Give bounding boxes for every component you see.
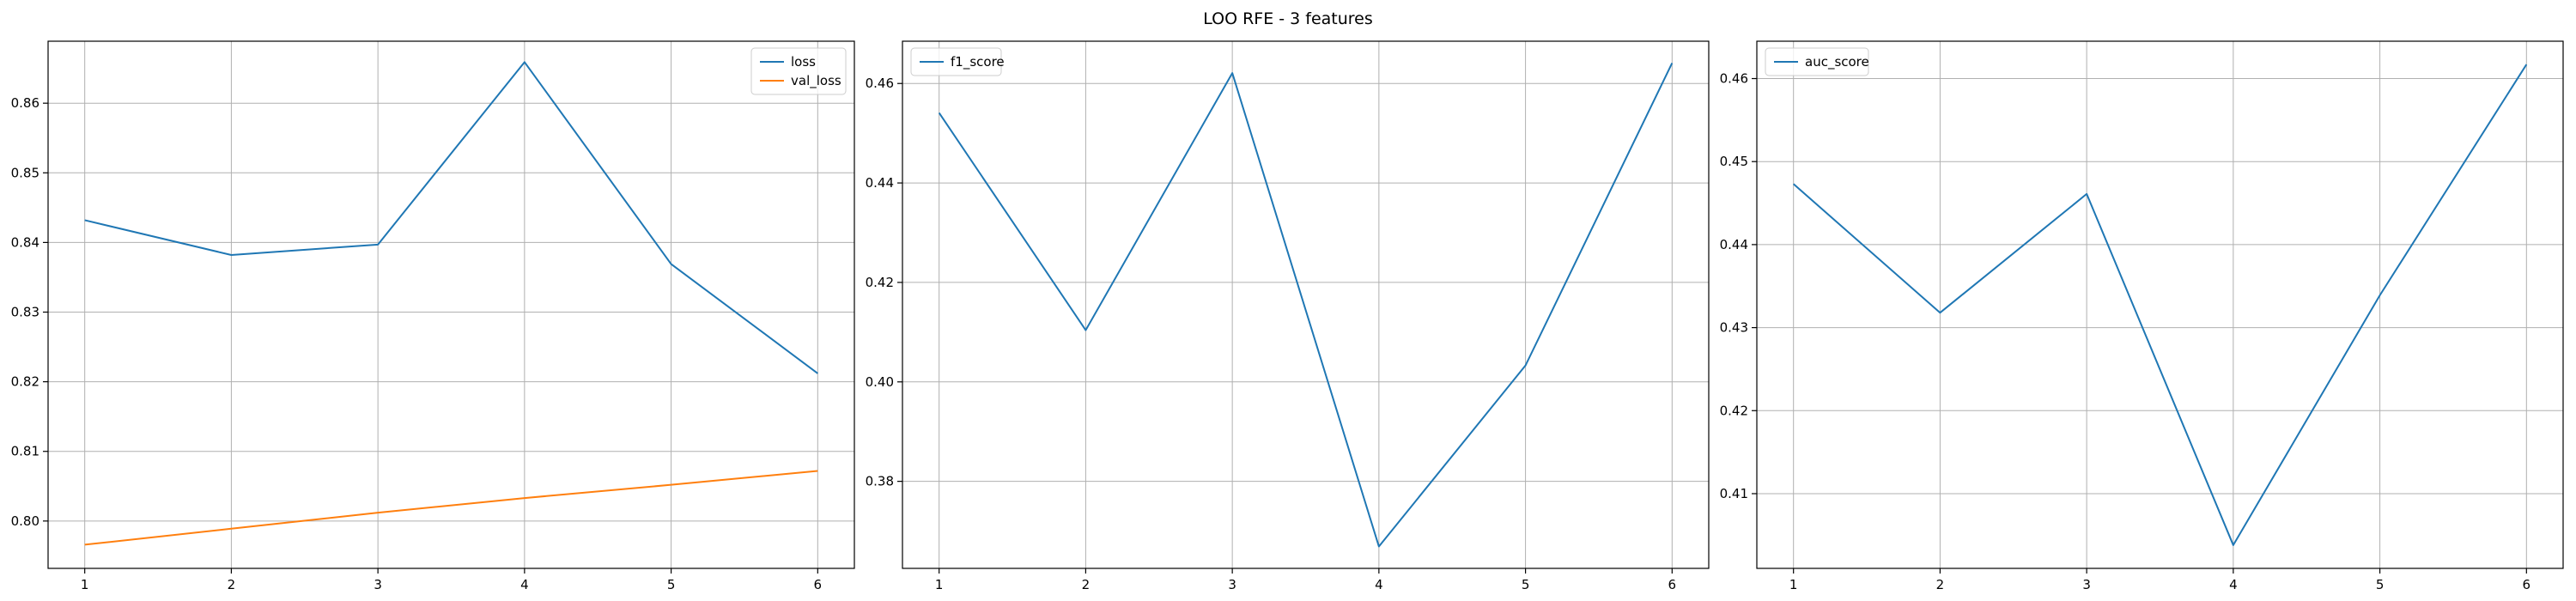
axes-frame bbox=[1756, 40, 2564, 569]
x-tick-label: 2 bbox=[1936, 577, 1945, 592]
y-tick-label: 0.43 bbox=[1720, 320, 1748, 336]
legend: loss val_loss bbox=[750, 47, 847, 95]
series-line-val-loss bbox=[84, 470, 818, 546]
y-tick-label: 0.85 bbox=[11, 165, 39, 180]
y-tick-label: 0.46 bbox=[1720, 71, 1748, 87]
x-tick-label: 6 bbox=[2523, 577, 2531, 592]
x-tick-label: 5 bbox=[667, 577, 676, 592]
x-tick-label: 4 bbox=[2229, 577, 2238, 592]
x-tick-label: 3 bbox=[2082, 577, 2091, 592]
y-tick-label: 0.44 bbox=[1720, 237, 1748, 252]
y-tick-label: 0.44 bbox=[866, 175, 894, 191]
series-line-loss bbox=[84, 61, 818, 374]
x-tick-label: 1 bbox=[1789, 577, 1798, 592]
y-tick-label: 0.83 bbox=[11, 305, 39, 320]
x-tick-label: 5 bbox=[2376, 577, 2385, 592]
y-tick-label: 0.80 bbox=[11, 513, 39, 529]
y-tick-label: 0.42 bbox=[866, 275, 894, 290]
legend: auc_score bbox=[1765, 47, 1869, 76]
y-tick-label: 0.84 bbox=[11, 234, 39, 250]
legend-label-f1-score: f1_score bbox=[951, 54, 1005, 70]
x-tick-label: 6 bbox=[1668, 577, 1677, 592]
x-tick-label: 4 bbox=[520, 577, 529, 592]
y-tick-label: 0.38 bbox=[866, 474, 894, 489]
legend-box bbox=[910, 47, 1002, 76]
x-tick-label: 4 bbox=[1375, 577, 1383, 592]
y-tick-label: 0.86 bbox=[11, 95, 39, 111]
y-tick-label: 0.46 bbox=[866, 76, 894, 91]
figure-title: LOO RFE - 3 features bbox=[1203, 9, 1373, 28]
series-line-auc-score bbox=[1793, 64, 2528, 546]
auc-score-subplot: 1 2 3 4 5 6 0.41 0.42 0.43 0.44 0.45 0.46 auc_score bbox=[1720, 40, 2564, 592]
x-tick-label: 3 bbox=[1228, 577, 1236, 592]
x-tick-label: 1 bbox=[81, 577, 89, 592]
y-tick-label: 0.45 bbox=[1720, 154, 1748, 169]
legend-box bbox=[750, 47, 847, 95]
y-tick-label: 0.41 bbox=[1720, 486, 1748, 501]
y-tick-label: 0.81 bbox=[11, 444, 39, 459]
y-tick-label: 0.42 bbox=[1720, 403, 1748, 418]
legend-label-loss: loss bbox=[791, 54, 816, 70]
x-tick-label: 6 bbox=[814, 577, 823, 592]
axes-frame bbox=[47, 40, 855, 569]
legend-label-auc-score: auc_score bbox=[1805, 54, 1869, 70]
axes-frame bbox=[902, 40, 1710, 569]
y-tick-label: 0.82 bbox=[11, 374, 39, 390]
x-tick-label: 3 bbox=[374, 577, 382, 592]
legend: f1_score bbox=[910, 47, 1005, 76]
y-tick-label: 0.40 bbox=[866, 374, 894, 390]
x-tick-label: 5 bbox=[1522, 577, 1530, 592]
f1-score-subplot: 1 2 3 4 5 6 0.38 0.40 0.42 0.44 0.46 f1_score bbox=[866, 40, 1710, 592]
legend-box bbox=[1765, 47, 1869, 76]
x-tick-label: 2 bbox=[228, 577, 236, 592]
series-line-f1-score bbox=[938, 63, 1674, 548]
x-tick-label: 1 bbox=[935, 577, 944, 592]
x-tick-label: 2 bbox=[1082, 577, 1091, 592]
loss-subplot: 1 2 3 4 5 6 0.80 0.81 0.82 0.83 0.84 0.85 0.86 loss va… bbox=[11, 40, 855, 592]
legend-label-val-loss: val_loss bbox=[791, 73, 841, 89]
